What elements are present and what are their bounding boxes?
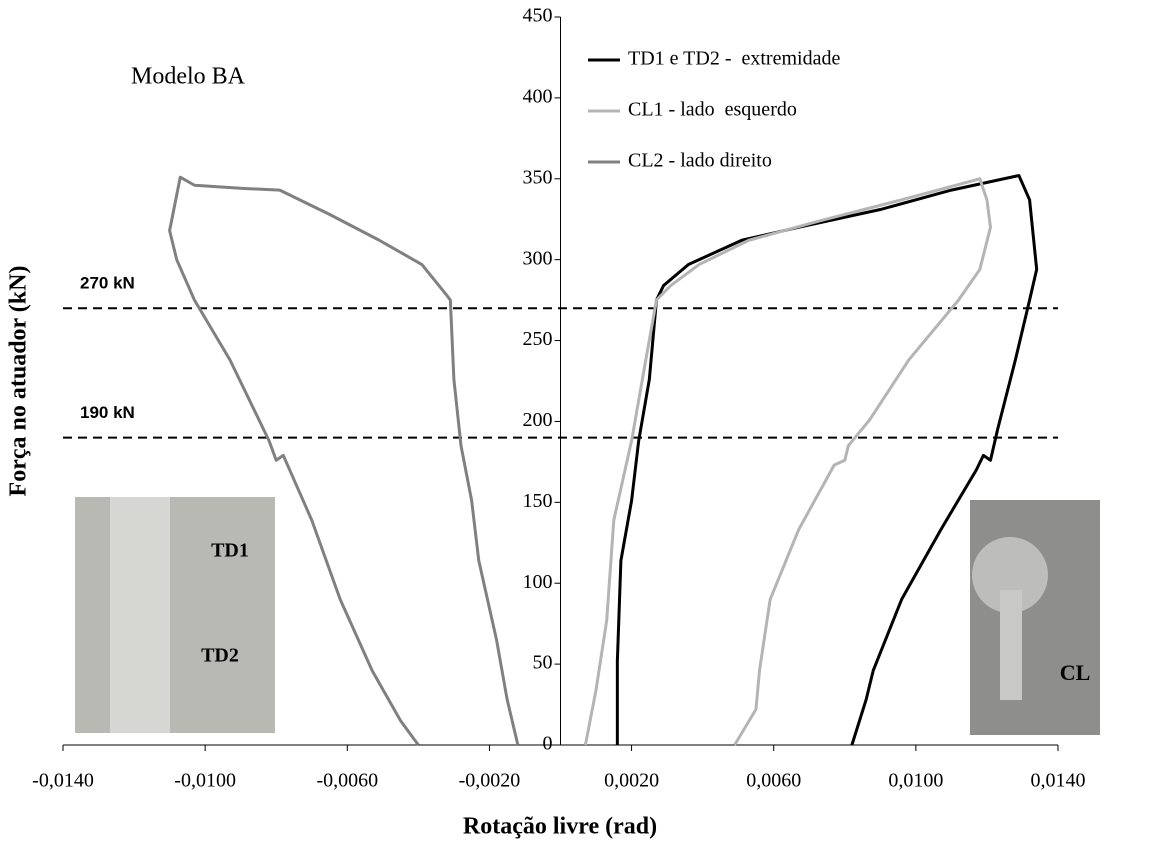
photo-label: CL <box>1060 660 1091 685</box>
x-tick-label: -0,0140 <box>32 770 94 792</box>
photo-label: TD1 <box>211 540 249 562</box>
x-axis-title: Rotação livre (rad) <box>463 814 657 840</box>
y-tick-label: 150 <box>523 490 553 512</box>
reference-label: 190 kN <box>80 403 135 422</box>
y-tick-label: 250 <box>523 328 553 350</box>
photo-inset <box>75 497 275 733</box>
x-tick-label: 0,0100 <box>888 770 943 792</box>
y-tick-label: 350 <box>523 166 553 188</box>
x-tick-label: 0,0140 <box>1031 770 1086 792</box>
photo-inset-detail <box>110 497 170 733</box>
series-line <box>583 177 992 746</box>
y-tick-label: 450 <box>523 5 553 27</box>
photo-inset-detail <box>1000 590 1022 700</box>
y-tick-label: 400 <box>523 85 553 107</box>
x-tick-label: 0,0060 <box>746 770 801 792</box>
x-tick-label: 0,0020 <box>604 770 659 792</box>
photo-label: TD2 <box>201 645 239 667</box>
legend-label: CL2 - lado direito <box>628 150 772 172</box>
y-axis-title: Força no atuador (kN) <box>6 266 32 497</box>
photo-inset <box>970 500 1100 735</box>
legend-label: CL1 - lado esquerdo <box>628 99 797 121</box>
y-tick-label: 50 <box>533 652 553 674</box>
y-tick-label: 300 <box>523 247 553 269</box>
y-tick-label: 200 <box>523 409 553 431</box>
legend-label: TD1 e TD2 - extremidade <box>628 48 840 70</box>
series-line <box>615 174 1039 746</box>
series-line <box>168 175 520 746</box>
y-tick-label: 100 <box>523 571 553 593</box>
annotation: Modelo BA <box>131 64 246 90</box>
y-tick-label: 0 <box>543 733 553 755</box>
x-tick-label: -0,0020 <box>459 770 521 792</box>
photo-inset-detail <box>972 537 1048 613</box>
x-tick-label: -0,0060 <box>316 770 378 792</box>
x-tick-label: -0,0100 <box>174 770 236 792</box>
reference-label: 270 kN <box>80 274 135 293</box>
